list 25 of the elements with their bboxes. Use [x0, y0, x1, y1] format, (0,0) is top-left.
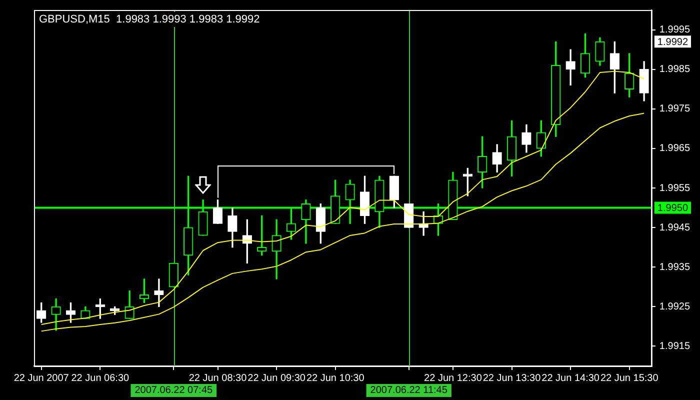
x-tick-label: 22 Jun 14:30 — [542, 372, 600, 384]
x-tick-label: 22 Jun 08:30 — [188, 372, 248, 384]
x-tick-label: 22 Jun 2007 — [14, 372, 70, 384]
y-tick-label: 1.9945 — [659, 222, 690, 234]
x-tick-label: 22 Jun 06:30 — [71, 372, 130, 384]
x-tick-label: 2007.06.22 11:45 — [370, 384, 448, 396]
y-tick-label: 1.9965 — [659, 143, 690, 154]
y-tick-label: 1.9925 — [659, 301, 690, 312]
y-tick-label: 1.9985 — [659, 64, 690, 76]
x-tick-label: 22 Jun 10:30 — [306, 372, 365, 384]
candlestick — [566, 49, 576, 86]
x-tick-label: 22 Jun 13:30 — [482, 372, 542, 384]
y-tick-label: 1.9995 — [659, 24, 690, 36]
x-tick-label: 22 Jun 12:30 — [424, 372, 482, 384]
y-tick-label: 1.9915 — [659, 340, 690, 352]
ref-line-label: 1.9950 — [657, 203, 688, 214]
annotation: 1.9992 — [657, 36, 688, 48]
x-tick-label: 2007.06.22 07:45 — [134, 384, 214, 396]
y-tick-label: 1.9935 — [659, 262, 690, 273]
y-tick-label: 1.9955 — [659, 182, 690, 194]
x-tick-label: 22 Jun 15:30 — [600, 372, 659, 384]
x-tick-label: 22 Jun 09:30 — [248, 372, 306, 384]
chart-title: GBPUSD,M15 1.9983 1.9993 1.9983 1.9992 — [39, 14, 260, 26]
y-tick-label: 1.9975 — [659, 104, 690, 115]
candlestick — [154, 278, 164, 307]
